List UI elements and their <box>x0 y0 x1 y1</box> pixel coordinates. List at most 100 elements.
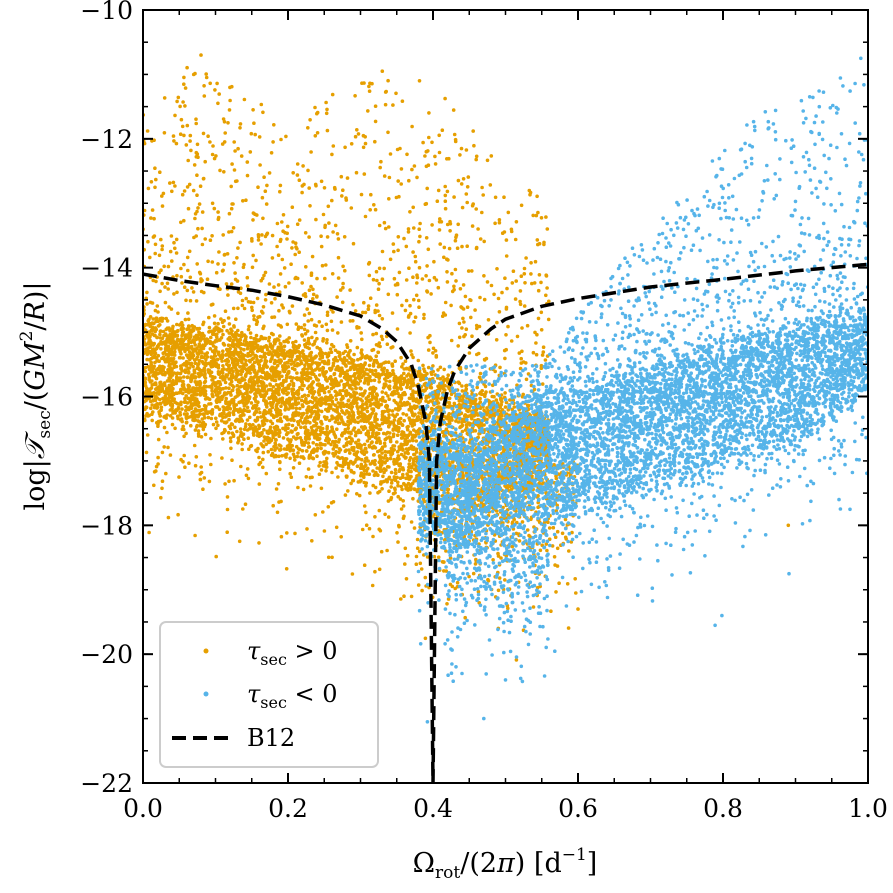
scatter-point <box>424 419 429 423</box>
scatter-point <box>184 408 188 413</box>
scatter-point <box>198 373 203 377</box>
scatter-point <box>242 353 247 358</box>
scatter-point <box>273 427 278 432</box>
scatter-point <box>391 368 395 373</box>
scatter-point <box>405 385 409 390</box>
scatter-point <box>356 406 360 411</box>
scatter-point <box>399 397 404 401</box>
scatter-point <box>302 383 306 388</box>
scatter-point <box>332 416 336 420</box>
scatter-point <box>367 443 372 448</box>
scatter-point <box>178 355 182 360</box>
scatter-point <box>342 362 347 366</box>
scatter-point <box>289 358 294 363</box>
scatter-point <box>392 418 397 422</box>
scatter-point <box>372 378 377 383</box>
scatter-point <box>294 437 298 441</box>
scatter-point <box>364 367 369 372</box>
scatter-point <box>314 412 319 417</box>
scatter-point <box>281 381 285 385</box>
scatter-point <box>504 400 509 405</box>
scatter-point <box>352 352 356 357</box>
scatter-point <box>179 351 183 356</box>
scatter-point <box>317 373 322 377</box>
scatter-point <box>312 429 316 434</box>
scatter-point <box>228 426 233 431</box>
scatter-point <box>389 470 394 475</box>
scatter-point <box>330 395 335 400</box>
scatter-point <box>283 387 287 391</box>
scatter-point <box>173 334 178 338</box>
scatter-point <box>347 440 352 444</box>
scatter-point <box>299 398 304 403</box>
scatter-point <box>331 451 335 456</box>
scatter-point <box>382 456 386 460</box>
scatter-point <box>275 399 280 403</box>
scatter-point <box>338 392 343 396</box>
scatter-point <box>384 391 388 396</box>
scatter-point <box>164 316 168 321</box>
scatter-point <box>333 403 338 408</box>
scatter-point <box>314 421 319 426</box>
scatter-point <box>268 409 273 414</box>
scatter-point <box>270 354 275 358</box>
scatter-point <box>290 366 295 371</box>
scatter-point <box>268 359 273 364</box>
scatter-point <box>273 448 277 452</box>
scatter-point <box>354 451 359 455</box>
scatter-point <box>367 434 371 439</box>
scatter-point <box>326 450 331 455</box>
scatter-point <box>237 378 241 382</box>
scatter-point <box>293 427 298 432</box>
scatter-point <box>310 395 315 400</box>
scatter-point <box>228 338 232 343</box>
scatter-point <box>216 380 220 384</box>
scatter-point <box>171 386 175 391</box>
scatter-point <box>247 427 252 431</box>
scatter-point <box>226 364 231 368</box>
scatter-point <box>277 345 281 350</box>
scatter-point <box>306 419 310 424</box>
scatter-point <box>351 462 356 466</box>
scatter-point <box>186 346 191 350</box>
scatter-point <box>224 392 229 396</box>
scatter-point <box>207 325 212 330</box>
scatter-point <box>197 409 201 413</box>
scatter-point <box>220 413 224 418</box>
scatter-point <box>282 447 287 451</box>
scatter-point <box>371 372 375 376</box>
scatter-point <box>371 364 376 368</box>
scatter-point <box>303 436 308 441</box>
scatter-point <box>267 339 271 343</box>
scatter-point <box>284 406 288 410</box>
scatter-point <box>407 477 412 481</box>
scatter-point <box>389 485 394 489</box>
scatter-point <box>153 381 158 385</box>
scatter-point <box>273 369 278 373</box>
scatter-point <box>297 396 301 400</box>
scatter-point <box>148 324 152 329</box>
scatter-point <box>316 382 321 386</box>
scatter-point <box>227 386 231 391</box>
scatter-point <box>375 403 379 408</box>
scatter-point <box>296 451 300 455</box>
scatter-point <box>314 376 319 381</box>
scatter-point <box>413 478 418 483</box>
scatter-point <box>210 408 215 412</box>
scatter-point <box>275 406 279 411</box>
scatter-point <box>299 425 303 430</box>
scatter-point <box>260 381 264 386</box>
scatter-point <box>356 357 360 362</box>
scatter-point <box>225 368 229 372</box>
scatter-point <box>362 480 367 485</box>
scatter-point <box>385 420 389 425</box>
scatter-point <box>307 456 312 460</box>
scatter-point <box>311 450 316 455</box>
scatter-point <box>255 349 260 353</box>
scatter-point <box>226 343 231 348</box>
scatter-point <box>170 398 175 403</box>
scatter-point <box>332 372 337 377</box>
scatter-point <box>294 358 298 362</box>
scatter-point <box>266 436 270 441</box>
scatter-point <box>280 374 284 379</box>
